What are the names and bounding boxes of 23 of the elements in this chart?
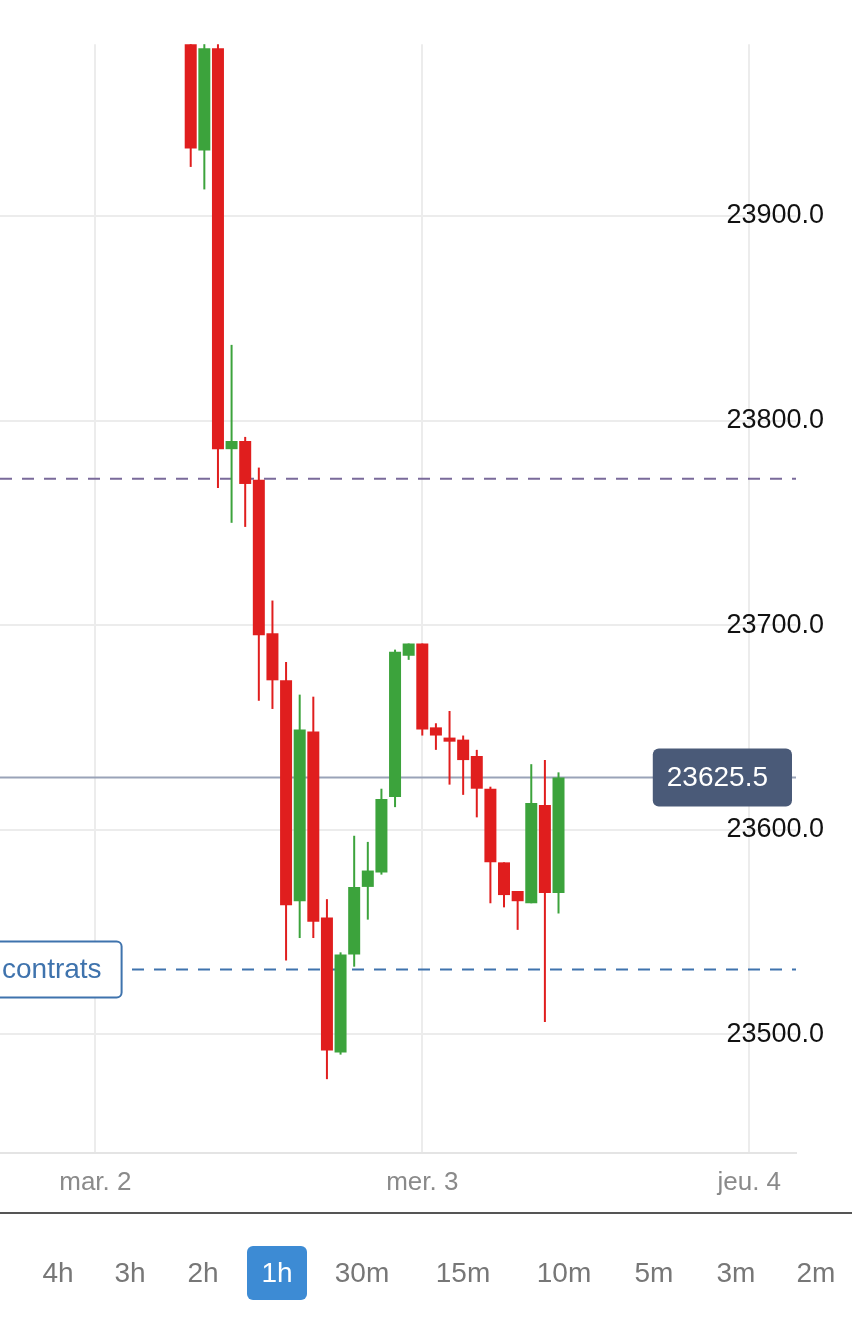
candlestick [511, 889, 524, 931]
text: 2h [186, 1256, 220, 1290]
candlestick [225, 343, 238, 524]
y-tick-label: 23600.0 [726, 813, 824, 844]
y-tick-label: 23700.0 [726, 608, 824, 639]
text: 30m [333, 1256, 391, 1290]
y-tick-label: 23800.0 [726, 404, 824, 434]
x-tick-label: mer. 3 [386, 1165, 459, 1196]
candlestick [429, 722, 442, 751]
text: 1h [247, 1246, 307, 1300]
y-tick-label: 23500.0 [726, 1017, 824, 1048]
text: 3h [113, 1256, 147, 1290]
x-tick-label: mar. 2 [59, 1165, 132, 1196]
ref-line-label: contrats [2, 953, 102, 985]
y-tick-label: 23900.0 [726, 199, 824, 230]
text: 4h [41, 1256, 75, 1290]
text: 2m [795, 1256, 837, 1290]
text: 15m [434, 1256, 492, 1290]
ref-line-label: 23625.5 [666, 761, 769, 793]
text: 10m [535, 1256, 593, 1290]
text: 3m [715, 1256, 757, 1290]
text: 5m [633, 1256, 675, 1290]
x-tick-label: jeu. 4 [716, 1165, 782, 1196]
